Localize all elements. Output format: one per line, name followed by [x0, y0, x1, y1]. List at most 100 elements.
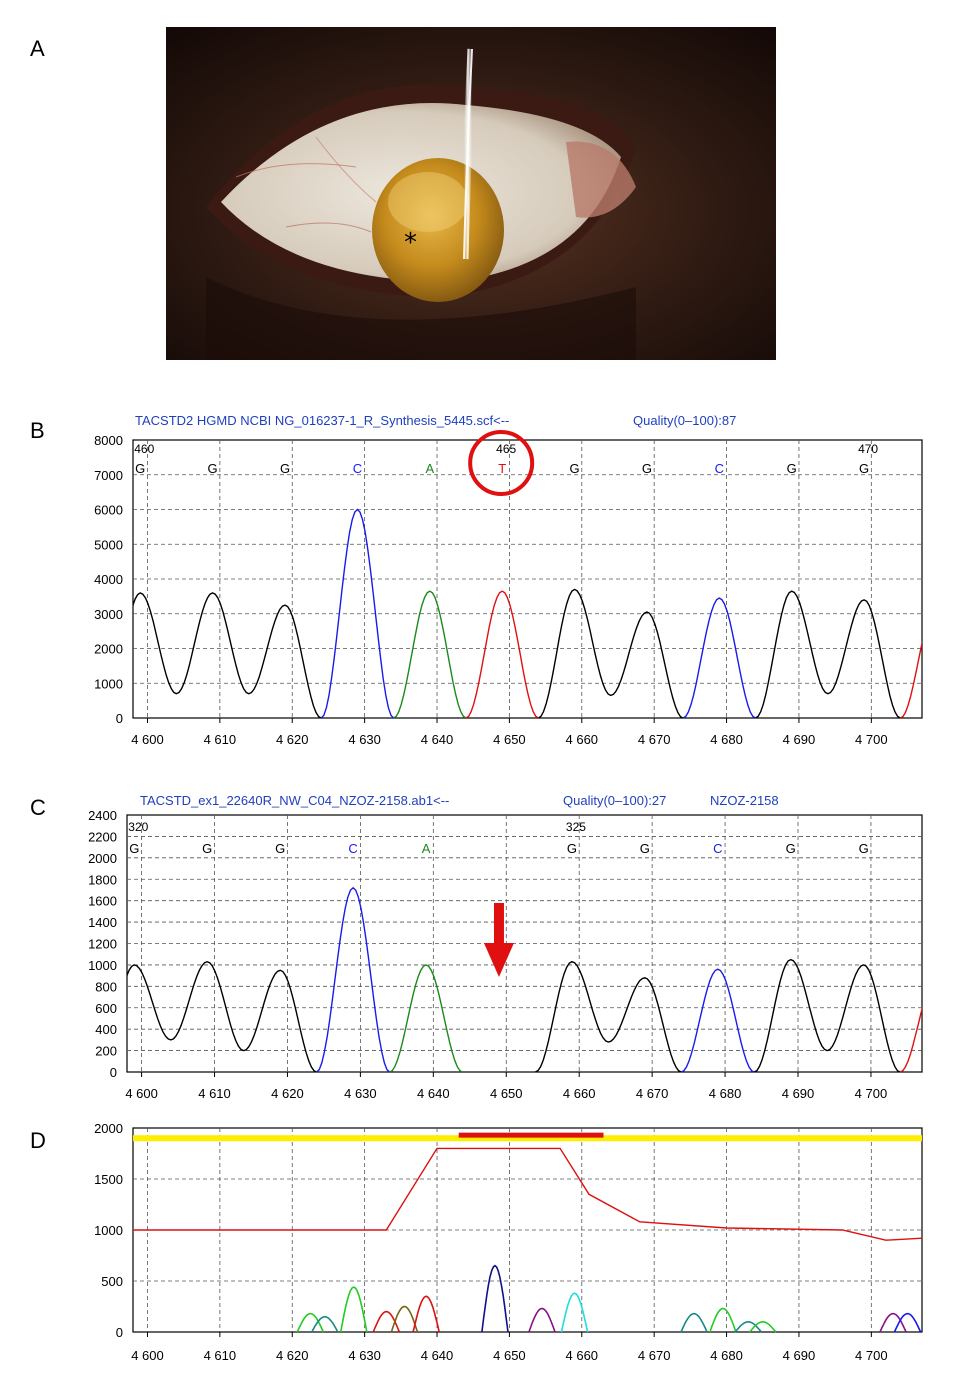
mutation-circle: [468, 430, 535, 496]
panel-c-y-tick-label: 2400: [88, 808, 117, 823]
panel-c-y-tick-label: 1000: [88, 958, 117, 973]
quality-spike: [412, 1295, 440, 1333]
quality-spike: [749, 1320, 777, 1333]
quality-b: Quality(0–100):87: [633, 413, 736, 428]
title-c: TACSTD_ex1_22640R_NW_C04_NZOZ-2158.ab1<-…: [140, 793, 449, 808]
panel-c-x-tick-label: 4 600: [125, 1086, 158, 1101]
panel-c-frame: [126, 814, 923, 1073]
base-call-g: G: [135, 461, 145, 476]
panel-b-x-tick-label: 4 660: [566, 732, 599, 747]
panel-c-x-tick-label: 4 680: [709, 1086, 742, 1101]
trace-t: [465, 590, 539, 718]
panel-d-x-tick-label: 4 620: [276, 1348, 309, 1363]
base-call-g: G: [569, 461, 579, 476]
quality-spike: [296, 1312, 325, 1333]
quality-spike: [481, 1264, 509, 1333]
panel-c-y-tick-label: 1400: [88, 915, 117, 930]
eye-photograph: *: [166, 27, 776, 360]
panel-letter-a: A: [30, 36, 45, 61]
base-call-g: G: [786, 841, 796, 856]
panel-b-position-label: 465: [496, 442, 516, 456]
quality-spike: [879, 1312, 907, 1333]
asterisk-marker: *: [404, 228, 417, 258]
panel-b-y-tick-label: 4000: [94, 572, 123, 587]
trace-t: [899, 639, 922, 718]
panel-d-y-tick-label: 2000: [94, 1121, 123, 1136]
panel-c-y-tick-label: 1200: [88, 937, 117, 952]
trace-a: [393, 590, 467, 718]
quality-spike: [734, 1320, 762, 1333]
chromatogram-c: TACSTD_ex1_22640R_NW_C04_NZOZ-2158.ab1<-…: [88, 793, 923, 1101]
panel-c-y-tick-label: 400: [95, 1022, 117, 1037]
trace-c: [316, 886, 391, 1072]
panel-b-y-tick-label: 0: [116, 711, 123, 726]
deletion-arrow-shaft: [493, 903, 504, 945]
panel-c-x-tick-label: 4 630: [344, 1086, 377, 1101]
panel-letter-b: B: [30, 418, 45, 443]
trace-g: [535, 960, 682, 1072]
panel-d-y-tick-label: 1500: [94, 1172, 123, 1187]
panel-c-x-tick-label: 4 670: [636, 1086, 669, 1101]
panel-c-y-tick-label: 600: [95, 1001, 117, 1016]
panel-c-x-tick-label: 4 610: [198, 1086, 231, 1101]
trace-t: [899, 1006, 922, 1072]
panel-c-traces: [127, 886, 922, 1072]
base-call-g: G: [787, 461, 797, 476]
trace-c: [680, 968, 755, 1072]
panel-b-x-tick-label: 4 670: [638, 732, 671, 747]
deletion-arrow-head: [483, 943, 514, 977]
panel-c-x-tick-label: 4 660: [563, 1086, 596, 1101]
panel-letter-d: D: [30, 1128, 46, 1153]
panel-b-y-tick-label: 2000: [94, 642, 123, 657]
plot-area-d: 0 500 1000 1500 2000 4 600 4 610 4 620 4 630 4 64…: [94, 1121, 923, 1363]
trace-g: [753, 958, 901, 1072]
base-call-g: G: [275, 841, 285, 856]
panel-c-y-tick-label: 2200: [88, 829, 117, 844]
panel-letter-c: C: [30, 795, 46, 820]
panel-b-x-tick-label: 4 640: [421, 732, 454, 747]
base-call-c: C: [713, 841, 722, 856]
panel-b-x-tick-label: 4 690: [783, 732, 816, 747]
trace-a: [389, 964, 463, 1072]
panel-b-x-tick-label: 4 620: [276, 732, 309, 747]
panel-b-y-tick-label: 5000: [94, 537, 123, 552]
panel-c-x-tick-label: 4 700: [855, 1086, 888, 1101]
quality-plot-d: 0 500 1000 1500 2000 4 600 4 610 4 620 4 630 4 64…: [94, 1121, 923, 1363]
quality-spike: [680, 1312, 708, 1333]
panel-d-x-tick-label: 4 670: [638, 1348, 671, 1363]
quality-line: [133, 1147, 923, 1241]
title-b: TACSTD2 HGMD NCBI NG_016237-1_R_Synthesi…: [135, 413, 509, 428]
panel-d-x-tick-label: 4 600: [131, 1348, 164, 1363]
panel-c-x-tick-label: 4 650: [490, 1086, 523, 1101]
panel-b-y-tick-label: 8000: [94, 433, 123, 448]
panel-d-x-tick-label: 4 630: [348, 1348, 381, 1363]
base-call-g: G: [859, 461, 869, 476]
panel-c-x-tick-label: 4 690: [782, 1086, 815, 1101]
panel-d-x-tick-label: 4 660: [566, 1348, 599, 1363]
panel-c-y-tick-label: 800: [95, 979, 117, 994]
panel-c-y-tick-label: 200: [95, 1044, 117, 1059]
panel-d-x-tick-label: 4 690: [783, 1348, 816, 1363]
base-call-g: G: [567, 841, 577, 856]
panel-b-y-tick-label: 6000: [94, 503, 123, 518]
base-call-g: G: [859, 841, 869, 856]
quality-spike: [709, 1307, 737, 1333]
base-call-g: G: [208, 461, 218, 476]
trace-c: [320, 508, 395, 718]
plot-area-b: 0 1000 2000 3000 4000 5000 6000 7000 8000 4 600 4 …: [94, 430, 923, 747]
base-call-g: G: [642, 461, 652, 476]
panel-c-position-label: 320: [128, 820, 148, 834]
panel-b-x-tick-label: 4 600: [131, 732, 164, 747]
trace-g: [127, 960, 317, 1072]
panel-b-y-tick-label: 3000: [94, 607, 123, 622]
panel-c-x-tick-label: 4 640: [417, 1086, 450, 1101]
panel-b-position-label: 460: [134, 442, 154, 456]
quality-spike: [311, 1315, 339, 1333]
quality-spike: [339, 1286, 368, 1333]
quality-spike: [893, 1312, 922, 1333]
plot-area-c: 0 200 400 600 800 1000 1200 1400 1600 1800 2000 220…: [88, 808, 923, 1101]
panel-b-traces: [133, 508, 922, 718]
panel-b-y-tick-label: 7000: [94, 468, 123, 483]
base-call-a: A: [422, 841, 431, 856]
trace-g: [538, 588, 684, 718]
